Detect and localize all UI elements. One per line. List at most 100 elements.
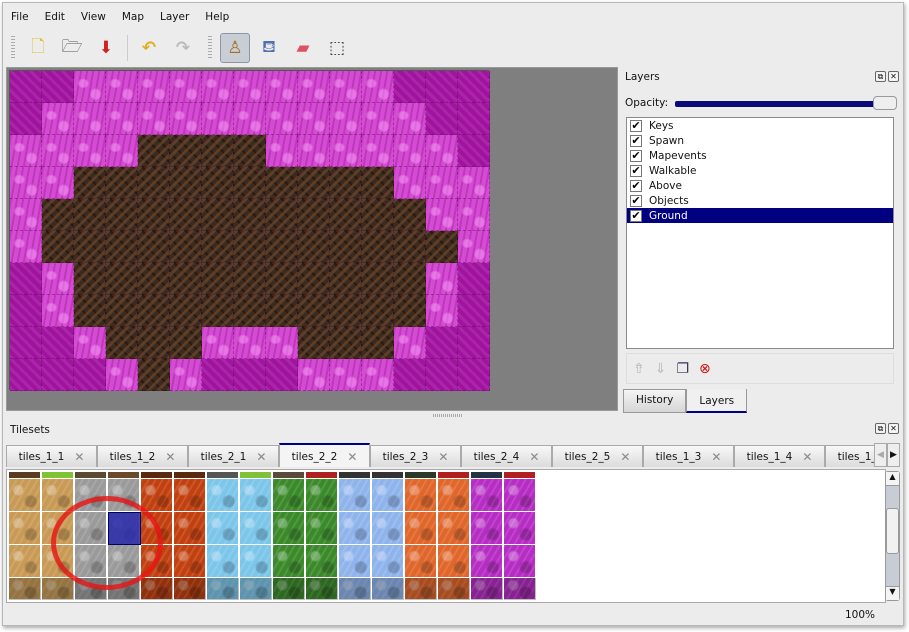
tileset-tile[interactable] bbox=[438, 472, 470, 479]
tileset-tile[interactable] bbox=[9, 545, 41, 578]
tileset-tab[interactable]: tiles_1_3 ✕ bbox=[643, 445, 734, 467]
tileset-tab[interactable]: tiles_1_1 ✕ bbox=[6, 445, 97, 467]
undo-button[interactable]: ↶ bbox=[134, 33, 164, 63]
map-tile[interactable] bbox=[170, 263, 202, 295]
map-tile[interactable] bbox=[170, 167, 202, 199]
map-tile[interactable] bbox=[170, 327, 202, 359]
map-tile[interactable] bbox=[106, 263, 138, 295]
map-tile[interactable] bbox=[170, 199, 202, 231]
map-tile[interactable] bbox=[394, 167, 426, 199]
new-map-button[interactable]: 🗋 bbox=[23, 33, 53, 63]
map-tile[interactable] bbox=[458, 71, 490, 103]
float-icon[interactable]: ⧉ bbox=[875, 423, 886, 434]
tileset-tile[interactable] bbox=[471, 545, 503, 578]
layer-visibility-checkbox[interactable]: ✔ bbox=[630, 118, 642, 132]
map-tile[interactable] bbox=[202, 327, 234, 359]
menu-layer[interactable]: Layer bbox=[160, 11, 190, 23]
map-tile[interactable] bbox=[74, 167, 106, 199]
map-tile[interactable] bbox=[202, 103, 234, 135]
layer-visibility-checkbox[interactable]: ✔ bbox=[630, 178, 642, 192]
tileset-tile[interactable] bbox=[438, 578, 470, 600]
map-tile[interactable] bbox=[10, 71, 42, 103]
map-tile[interactable] bbox=[458, 295, 490, 327]
map-tile[interactable] bbox=[202, 359, 234, 391]
tileset-tile[interactable] bbox=[42, 472, 74, 479]
map-tile[interactable] bbox=[394, 71, 426, 103]
close-tab-icon[interactable]: ✕ bbox=[256, 450, 267, 464]
map-tile[interactable] bbox=[298, 295, 330, 327]
map-tile[interactable] bbox=[298, 263, 330, 295]
tileset-tile[interactable] bbox=[471, 512, 503, 545]
tileset-tile[interactable] bbox=[504, 512, 536, 545]
map-tile[interactable] bbox=[330, 231, 362, 263]
map-tile[interactable] bbox=[298, 359, 330, 391]
tileset-tile[interactable] bbox=[405, 512, 437, 545]
map-tile[interactable] bbox=[42, 199, 74, 231]
map-tile[interactable] bbox=[426, 71, 458, 103]
map-tile[interactable] bbox=[394, 199, 426, 231]
map-tile[interactable] bbox=[10, 135, 42, 167]
tileset-tile[interactable] bbox=[339, 512, 371, 545]
map-tile[interactable] bbox=[426, 103, 458, 135]
map-tile[interactable] bbox=[426, 199, 458, 231]
map-tile[interactable] bbox=[330, 167, 362, 199]
rect-select-button[interactable]: ⬚ bbox=[322, 33, 352, 63]
map-tile[interactable] bbox=[362, 327, 394, 359]
map-tile[interactable] bbox=[234, 71, 266, 103]
map-tile[interactable] bbox=[298, 167, 330, 199]
map-tile[interactable] bbox=[106, 71, 138, 103]
map-tile[interactable] bbox=[330, 71, 362, 103]
map-tile[interactable] bbox=[74, 295, 106, 327]
layer-row[interactable]: ✔ Keys bbox=[627, 118, 893, 133]
map-tile[interactable] bbox=[394, 103, 426, 135]
menu-view[interactable]: View bbox=[80, 11, 106, 23]
map-tile[interactable] bbox=[138, 295, 170, 327]
opacity-slider[interactable] bbox=[675, 96, 897, 110]
map-tile[interactable] bbox=[42, 103, 74, 135]
menu-help[interactable]: Help bbox=[205, 11, 230, 23]
map-tile[interactable] bbox=[234, 231, 266, 263]
tileset-tile[interactable] bbox=[273, 578, 305, 600]
map-tile[interactable] bbox=[74, 359, 106, 391]
tileset-tile[interactable] bbox=[306, 545, 338, 578]
map-tile[interactable] bbox=[266, 327, 298, 359]
map-tile[interactable] bbox=[202, 295, 234, 327]
scroll-down-icon[interactable]: ▼ bbox=[886, 586, 899, 600]
tab-scroll-left-icon[interactable]: ◀ bbox=[874, 443, 887, 467]
raise-layer-icon[interactable]: ⇮ bbox=[633, 360, 645, 377]
map-tile[interactable] bbox=[170, 103, 202, 135]
tileset-tile[interactable] bbox=[306, 472, 338, 479]
tileset-tile[interactable] bbox=[471, 472, 503, 479]
map-tile[interactable] bbox=[10, 263, 42, 295]
map-tile[interactable] bbox=[394, 295, 426, 327]
map-tile[interactable] bbox=[458, 359, 490, 391]
map-tile[interactable] bbox=[426, 263, 458, 295]
map-tile[interactable] bbox=[330, 135, 362, 167]
tileset-tile[interactable] bbox=[306, 578, 338, 600]
map-tile[interactable] bbox=[138, 167, 170, 199]
map-tile[interactable] bbox=[10, 327, 42, 359]
map-tile[interactable] bbox=[266, 263, 298, 295]
tileset-tab[interactable]: tiles_1_5✕ bbox=[825, 445, 876, 467]
layer-visibility-checkbox[interactable]: ✔ bbox=[630, 208, 642, 222]
tileset-tile[interactable] bbox=[405, 545, 437, 578]
map-view[interactable] bbox=[6, 67, 618, 411]
map-tile[interactable] bbox=[74, 199, 106, 231]
map-tile[interactable] bbox=[458, 167, 490, 199]
map-tile[interactable] bbox=[234, 295, 266, 327]
layer-row[interactable]: ✔ Spawn bbox=[627, 133, 893, 148]
map-tile[interactable] bbox=[138, 135, 170, 167]
map-tile[interactable] bbox=[138, 71, 170, 103]
tileset-tile[interactable] bbox=[108, 472, 140, 479]
map-tile[interactable] bbox=[266, 231, 298, 263]
map-tile[interactable] bbox=[42, 263, 74, 295]
map-tile[interactable] bbox=[10, 231, 42, 263]
map-tile[interactable] bbox=[138, 359, 170, 391]
map-tile[interactable] bbox=[298, 71, 330, 103]
map-tile[interactable] bbox=[266, 167, 298, 199]
map-tile[interactable] bbox=[138, 231, 170, 263]
tileset-tile[interactable] bbox=[273, 545, 305, 578]
tab-scroll-right-icon[interactable]: ▶ bbox=[887, 443, 900, 467]
lower-layer-icon[interactable]: ⇓ bbox=[654, 360, 667, 377]
layer-row[interactable]: ✔ Objects bbox=[627, 193, 893, 208]
